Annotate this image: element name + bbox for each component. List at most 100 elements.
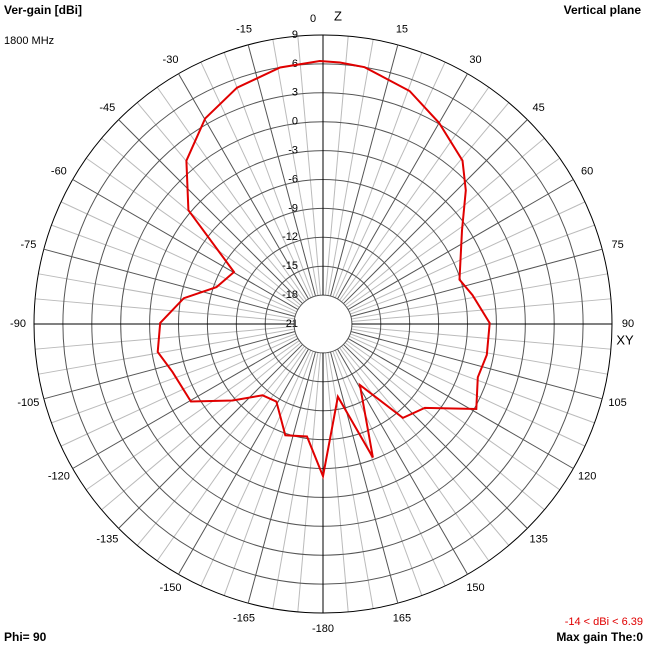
minor-spoke — [348, 335, 586, 447]
angle-tick-label: 150 — [466, 582, 484, 594]
xy-axis-label: XY — [616, 332, 634, 347]
r-tick-label: 9 — [292, 29, 298, 41]
minor-spoke — [60, 201, 298, 313]
minor-spoke — [327, 352, 374, 609]
minor-spoke — [85, 340, 300, 491]
angle-tick-label: -180 — [312, 623, 334, 635]
minor-spoke — [351, 326, 611, 350]
angle-tick-label: -135 — [96, 534, 118, 546]
r-tick-label: 0 — [292, 116, 298, 128]
minor-spoke — [351, 328, 608, 375]
angle-tick-label: 120 — [578, 470, 596, 482]
r-tick-label: 6 — [292, 58, 298, 70]
angle-tick-label: 45 — [533, 102, 545, 114]
spoke — [72, 338, 299, 469]
minor-spoke — [200, 61, 312, 299]
spoke — [247, 44, 317, 297]
angle-tick-label: -105 — [17, 397, 39, 409]
angle-tick-label: 105 — [608, 397, 626, 409]
angle-tick-label: -60 — [51, 165, 67, 177]
minor-spoke — [341, 102, 510, 303]
spoke — [337, 348, 468, 575]
angle-tick-label: 30 — [469, 54, 481, 66]
minor-spoke — [346, 157, 561, 308]
spoke — [350, 248, 603, 318]
angle-tick-label: 165 — [393, 613, 411, 625]
angle-tick-label: -15 — [236, 23, 252, 35]
minor-spoke — [223, 350, 314, 596]
chart-title: Ver-gain [dBi] — [4, 3, 82, 17]
angle-tick-label: -90 — [10, 318, 26, 330]
spoke — [329, 351, 399, 604]
spoke — [118, 119, 303, 304]
spoke — [350, 330, 603, 400]
minor-spoke — [272, 352, 319, 609]
minor-spoke — [38, 273, 295, 320]
minor-spoke — [334, 61, 446, 299]
minor-spoke — [156, 347, 307, 562]
minor-spoke — [297, 36, 321, 296]
minor-spoke — [344, 342, 545, 511]
minor-spoke — [35, 298, 295, 322]
minor-spoke — [51, 333, 297, 424]
angle-tick-label: -30 — [163, 54, 179, 66]
r-tick-label: -3 — [288, 145, 298, 157]
minor-spoke — [156, 86, 307, 301]
spoke — [247, 351, 317, 604]
minor-spoke — [136, 345, 305, 546]
spoke — [343, 119, 528, 304]
r-tick-label: -6 — [288, 173, 298, 185]
minor-spoke — [351, 273, 608, 320]
r-tick-label: -18 — [282, 289, 298, 301]
angle-tick-label: 15 — [396, 23, 408, 35]
spoke — [343, 344, 528, 529]
minor-spoke — [349, 333, 595, 424]
minor-spoke — [334, 349, 446, 587]
angle-tick-label: -75 — [20, 239, 36, 251]
frequency: 1800 MHz — [4, 35, 54, 47]
minor-spoke — [325, 352, 349, 612]
minor-spoke — [35, 326, 295, 350]
plane-label: Vertical plane — [564, 3, 642, 17]
angle-tick-label: -120 — [48, 470, 70, 482]
angle-tick-label: -45 — [99, 102, 115, 114]
phi-label: Phi= 90 — [4, 630, 47, 644]
minor-spoke — [223, 52, 314, 298]
angle-tick-label: 0 — [310, 13, 316, 25]
angle-tick-label: 90 — [622, 318, 634, 330]
spoke — [72, 179, 299, 310]
spoke — [329, 44, 399, 297]
minor-spoke — [341, 345, 510, 546]
minor-spoke — [346, 340, 561, 491]
minor-spoke — [325, 36, 349, 296]
z-axis-label: Z — [334, 8, 342, 23]
angle-tick-label: 75 — [611, 239, 623, 251]
minor-spoke — [200, 349, 312, 587]
spoke — [178, 348, 309, 575]
minor-spoke — [136, 102, 305, 303]
minor-spoke — [272, 39, 319, 296]
spoke — [337, 73, 468, 300]
spoke — [178, 73, 309, 300]
minor-spoke — [60, 335, 298, 447]
ring — [293, 294, 353, 354]
minor-spoke — [344, 137, 545, 306]
minor-spoke — [85, 157, 300, 308]
spoke — [43, 248, 296, 318]
angle-tick-label: 60 — [581, 165, 593, 177]
minor-spoke — [297, 352, 321, 612]
minor-spoke — [38, 328, 295, 375]
minor-spoke — [327, 39, 374, 296]
spoke — [347, 338, 574, 469]
minor-spoke — [339, 347, 490, 562]
minor-spoke — [332, 52, 423, 298]
max-gain-label: Max gain The:0 — [556, 630, 643, 644]
minor-spoke — [339, 86, 490, 301]
angle-tick-label: -165 — [233, 613, 255, 625]
minor-spoke — [349, 224, 595, 315]
minor-spoke — [101, 342, 302, 511]
r-tick-label: -9 — [288, 202, 298, 214]
gain-trace — [156, 59, 491, 480]
spoke — [118, 344, 303, 529]
